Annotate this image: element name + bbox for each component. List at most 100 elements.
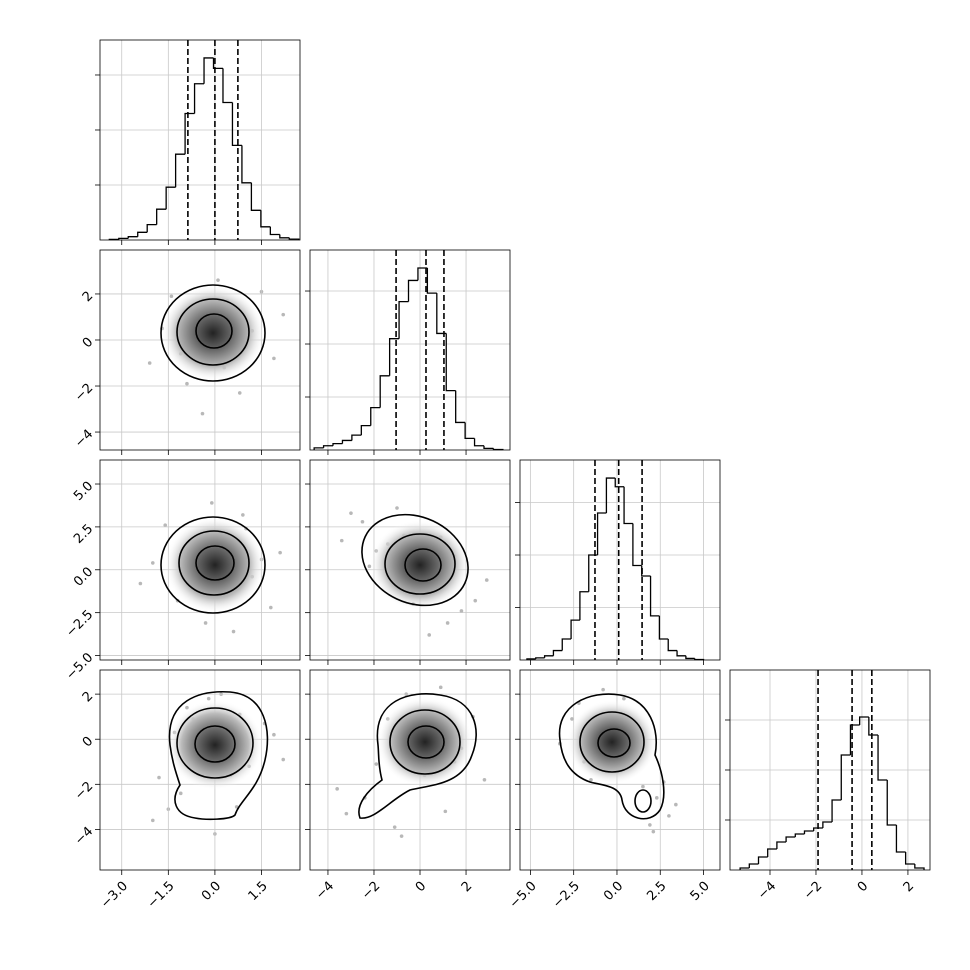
scatter-point [459,609,464,613]
y-tick-label: 0 [80,335,96,351]
hist-bin [360,424,371,436]
y-tick-label: 0.0 [71,564,96,589]
x-tick-label: −2 [359,879,383,903]
hist-bin [849,724,860,755]
scatter-point [427,633,432,637]
x-tick-label: 0 [413,879,429,895]
x-tick-label: −1.5 [145,879,178,912]
hist-bin [794,833,805,837]
scatter-point [360,519,365,524]
x-tick-label: −4 [313,879,337,903]
x-tick-label: 2 [901,879,917,895]
hist-bin [579,591,589,621]
scatter-point [157,775,161,780]
scatter-point [169,294,174,299]
scatter-point [241,513,245,517]
scatter-point [163,523,168,527]
y-tick-label: 0 [80,734,96,750]
contour [597,728,631,758]
panel-frame [519,669,721,871]
scatter-point [150,561,155,565]
contour [358,693,477,819]
hist-bin [260,210,271,228]
hist-bin [379,375,390,408]
hist-bin [464,422,475,439]
scatter-point [443,809,448,814]
hist-bin [676,650,686,657]
hist-bin [914,864,925,870]
contour [195,545,235,581]
hist-bin [904,852,915,865]
x-tick-label: 1.5 [246,879,271,904]
scatter-point [674,802,678,807]
hist-bin [570,619,580,640]
hist-bin [165,186,176,210]
hist-bin [535,657,545,659]
scatter-point [147,361,152,365]
hist-bin [203,57,214,84]
hist-bin [658,615,669,640]
scatter-point [344,811,349,816]
scatter-point [484,578,489,582]
hist-bin [426,268,437,294]
scatter-point [667,814,671,818]
hist-bin [895,825,906,853]
x-tick-label: −5.0 [507,879,540,912]
panel-frame [99,249,301,451]
hist-bin [341,439,352,444]
scatter-point [622,696,626,701]
hist-bin [156,208,167,225]
hist-bin [886,780,897,826]
hist-bin [859,716,869,725]
contour [389,709,461,775]
scatter-point [178,791,183,796]
hist-bin [473,438,484,447]
y-tick-label: −5.0 [63,650,96,683]
scatter-point [482,778,487,782]
hist-bin [877,735,888,781]
contour [404,548,442,582]
contour [384,533,456,595]
hist-bin [831,799,842,822]
scatter-point [269,605,273,610]
hist-bin [813,827,823,831]
scatter-point [278,550,282,555]
contour [176,707,254,779]
hist-bin [822,821,833,828]
hist-bin [351,434,362,441]
hist-bin [632,523,642,567]
hist-bin [250,182,261,211]
x-tick-label: 0.0 [601,879,626,904]
x-tick-label: −3.0 [98,879,131,912]
scatter-point [641,784,645,789]
contour [194,725,236,763]
hist-bin [588,554,598,592]
x-tick-label: 5.0 [688,879,713,904]
hist-bin [436,293,447,335]
panel-frame [99,669,301,871]
scatter-point [335,787,339,791]
hist-bin [445,333,456,392]
scatter-point [234,805,239,809]
scatter-point [272,732,276,737]
hist-bin [212,57,223,70]
hist-bin [614,478,625,488]
x-tick-label: 2 [459,879,475,895]
hist-bin [605,477,616,514]
contour [407,725,445,759]
y-tick-label: −2.5 [63,607,96,640]
scatter-point [392,825,397,829]
hist-bin [785,836,796,842]
scatter-point [648,823,652,827]
scatter-point [395,506,399,510]
scatter-point [654,796,659,800]
panel-frame [309,249,511,451]
scatter-point [399,834,404,838]
scatter-point [445,621,450,625]
hist-bin [279,234,290,239]
hist-bin [146,223,157,233]
hist-bin [803,830,814,834]
scatter-point [150,818,155,823]
contour [634,789,652,813]
